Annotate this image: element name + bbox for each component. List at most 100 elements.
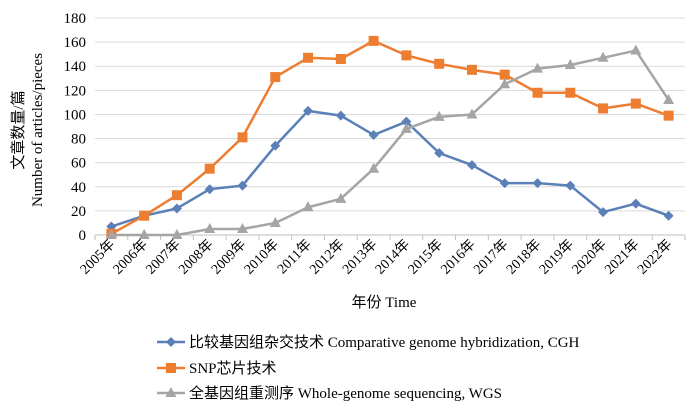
y-axis-label-en: Number of articles/pieces — [30, 53, 46, 207]
x-tick-label: 2012年 — [307, 237, 348, 278]
y-tick-label: 100 — [64, 107, 87, 123]
x-tick-labels: 2005年2006年2007年2008年2009年2010年2011年2012年… — [77, 235, 686, 278]
x-tick-label: 2015年 — [405, 237, 446, 278]
data-point — [663, 110, 674, 121]
y-tick-label: 120 — [64, 83, 87, 99]
series-line — [111, 49, 670, 237]
x-tick-label: 2013年 — [339, 237, 380, 278]
x-tick-label: 2010年 — [241, 237, 282, 278]
data-point — [499, 69, 510, 80]
series-group — [105, 35, 675, 239]
y-tick-label: 140 — [64, 59, 87, 75]
data-point — [466, 108, 478, 119]
y-tick-label: 0 — [79, 228, 87, 244]
x-tick-label: 2018年 — [503, 237, 544, 278]
data-point — [663, 210, 674, 221]
data-point — [598, 207, 609, 218]
data-point — [598, 103, 609, 114]
y-tick-label: 60 — [71, 156, 86, 172]
legend-item-2: SNP芯片技术 — [157, 360, 277, 377]
data-point — [565, 87, 576, 98]
y-tick-label: 20 — [71, 204, 86, 220]
x-tick-label: 2021年 — [602, 237, 643, 278]
x-tick-label: 2017年 — [471, 237, 512, 278]
legend: 比较基因组杂交技术 Comparative genome hybridizati… — [157, 333, 580, 402]
y-tick-label: 180 — [64, 11, 87, 27]
data-point — [335, 53, 346, 64]
data-point — [204, 184, 215, 195]
data-point — [532, 178, 543, 189]
data-point — [237, 180, 248, 191]
x-tick-label: 2019年 — [536, 237, 577, 278]
data-point — [368, 129, 379, 140]
data-point — [499, 178, 510, 189]
data-point — [400, 122, 412, 133]
data-point — [401, 50, 412, 61]
legend-label: 比较基因组杂交技术 Comparative genome hybridizati… — [189, 333, 580, 351]
data-point — [303, 105, 314, 116]
data-point — [302, 201, 314, 212]
data-point — [269, 216, 281, 227]
data-point — [564, 59, 576, 70]
data-point — [597, 51, 609, 62]
legend-marker — [165, 387, 177, 397]
series-line — [110, 109, 670, 228]
data-point — [368, 35, 379, 46]
data-point — [237, 132, 248, 143]
data-point — [237, 222, 248, 233]
x-tick-label: 2016年 — [438, 237, 479, 278]
legend-label: SNP芯片技术 — [189, 360, 277, 377]
data-point — [434, 58, 445, 69]
data-point — [171, 229, 183, 239]
data-point — [630, 44, 642, 55]
legend-item-3: 全基因组重测序 Whole-genome sequencing, WGS — [157, 384, 502, 402]
data-point — [105, 229, 117, 239]
data-point — [630, 98, 641, 109]
data-point — [335, 110, 346, 121]
data-point — [433, 110, 445, 121]
data-point — [466, 160, 477, 171]
x-tick-label: 2014年 — [372, 237, 413, 278]
x-tick-label: 2006年 — [110, 237, 151, 278]
x-axis-label: 年份 Time — [352, 294, 417, 311]
series-line — [110, 39, 670, 235]
data-point — [630, 198, 641, 209]
data-point — [368, 162, 380, 173]
data-point — [204, 163, 215, 174]
x-tick-label: 2007年 — [143, 237, 184, 278]
data-point — [171, 203, 182, 214]
x-tick-label: 2020年 — [569, 237, 610, 278]
y-tick-label: 80 — [71, 132, 86, 148]
series-3 — [105, 44, 675, 239]
x-tick-label: 2011年 — [274, 237, 315, 278]
data-point — [663, 93, 675, 104]
data-point — [171, 190, 182, 201]
data-point — [138, 229, 150, 239]
data-point — [532, 87, 543, 98]
data-point — [270, 72, 281, 83]
x-tick-label: 2009年 — [208, 237, 249, 278]
y-tick-labels: 0 20 40 60 80 100 120 140 160 180 — [64, 11, 87, 244]
grid-lines — [95, 17, 685, 212]
data-point — [565, 180, 576, 191]
legend-item-1: 比较基因组杂交技术 Comparative genome hybridizati… — [157, 333, 580, 351]
data-point — [466, 64, 477, 75]
y-tick-label: 40 — [71, 180, 86, 196]
data-point — [401, 116, 412, 127]
series-1 — [106, 105, 674, 232]
legend-marker — [166, 363, 176, 373]
y-tick-label: 160 — [64, 35, 87, 51]
data-point — [335, 192, 347, 203]
data-point — [303, 52, 314, 63]
data-point — [434, 148, 445, 159]
data-point — [499, 78, 511, 89]
data-point — [532, 62, 543, 73]
x-tick-label: 2008年 — [176, 237, 217, 278]
data-point — [139, 210, 150, 221]
y-axis-label-cn: 文章数量/篇 — [9, 90, 27, 169]
data-point — [204, 222, 216, 233]
legend-marker — [166, 337, 176, 347]
legend-label: 全基因组重测序 Whole-genome sequencing, WGS — [189, 384, 502, 402]
data-point — [270, 140, 281, 151]
